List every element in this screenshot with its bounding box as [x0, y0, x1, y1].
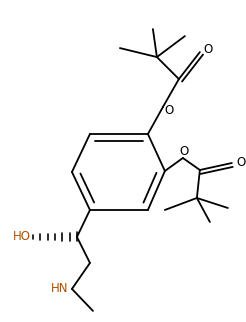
Text: HN: HN: [51, 282, 69, 295]
Text: O: O: [164, 104, 173, 117]
Text: O: O: [236, 156, 246, 169]
Text: O: O: [203, 43, 213, 56]
Text: HO: HO: [13, 231, 31, 243]
Text: O: O: [179, 145, 188, 157]
